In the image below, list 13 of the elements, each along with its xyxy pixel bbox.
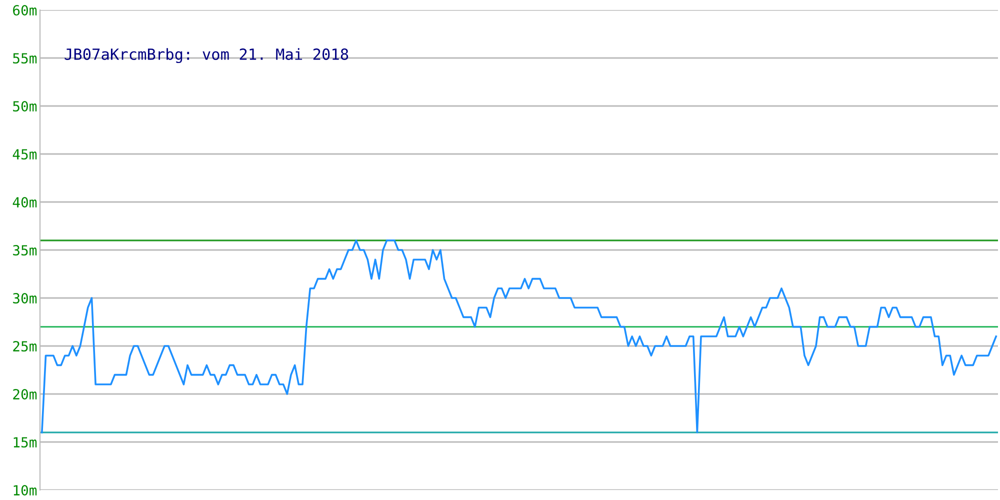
y-tick-label: 20m <box>13 389 37 400</box>
text: JB07aKrcmBrbg: vom 21. Mai 2018 <box>64 48 348 64</box>
y-tick-label: 55m <box>13 53 37 64</box>
y-tick-label: 15m <box>14 437 37 448</box>
y-tick-label: 45m <box>12 149 37 160</box>
y-tick-label: 60m <box>13 5 37 16</box>
y-tick-label: 40m <box>12 197 37 208</box>
y-tick-label: 35m <box>13 245 37 256</box>
y-tick-label: 25m <box>13 341 37 352</box>
line-series <box>41 239 997 434</box>
y-tick-label: 50m <box>13 101 37 112</box>
y-tick-label: 10m <box>14 485 37 496</box>
y-tick-label: 30m <box>13 293 37 304</box>
